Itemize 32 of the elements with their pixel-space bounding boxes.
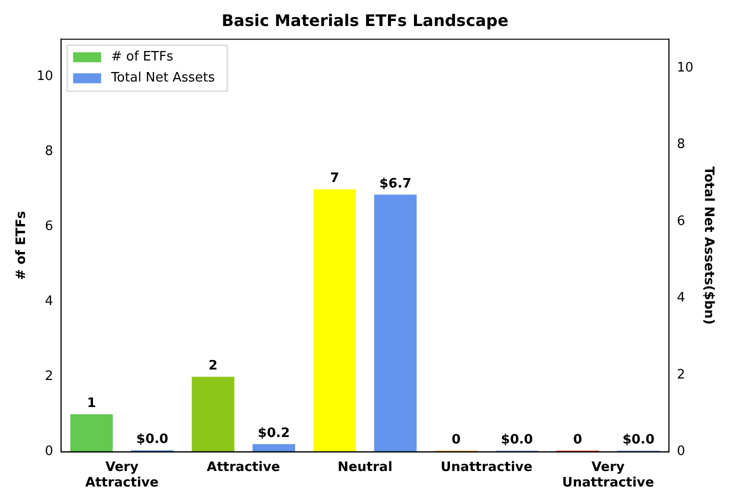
data-label: 0: [452, 432, 461, 448]
x-tick-label: Attractive: [206, 460, 280, 475]
y-tick-label: 6: [44, 219, 54, 234]
x-tick-label: Very Unattractive: [562, 460, 654, 491]
x-tick-label: Neutral: [338, 460, 392, 475]
data-label: $0.0: [622, 432, 655, 448]
y-tick-label: 2: [44, 369, 54, 384]
data-label: $0.2: [258, 426, 290, 441]
data-label: 0: [573, 432, 582, 448]
data-label: 1: [87, 396, 96, 412]
y2-tick-label: 0: [676, 444, 686, 460]
y2-tick-label: 2: [676, 367, 686, 382]
y2-axis-title: Total Net Assets($bn): [700, 166, 716, 325]
y-axis-title: # of ETFs: [14, 210, 30, 280]
y-tick-label: 4: [44, 294, 54, 310]
y2-tick-label: 6: [676, 214, 686, 229]
data-label: $6.7: [379, 176, 412, 192]
data-label: $0.0: [136, 432, 168, 448]
y-tick-label: 10: [36, 69, 54, 84]
y-tick-label: 8: [44, 144, 54, 160]
chart-title: Basic Materials ETFs Landscape: [222, 10, 509, 30]
legend-label: # of ETFs: [111, 50, 174, 65]
y2-tick-label: 10: [676, 60, 694, 76]
data-label: 2: [208, 358, 218, 374]
legend-label: Total Net Assets: [110, 70, 216, 86]
x-tick-label: Very Attractive: [85, 460, 159, 491]
data-label: $0.0: [500, 432, 533, 448]
data-label: 7: [330, 171, 340, 186]
x-tick-label: Unattractive: [440, 460, 533, 475]
y-tick-label: 0: [44, 444, 54, 460]
y2-tick-label: 4: [676, 290, 686, 306]
y2-tick-label: 8: [676, 137, 686, 152]
